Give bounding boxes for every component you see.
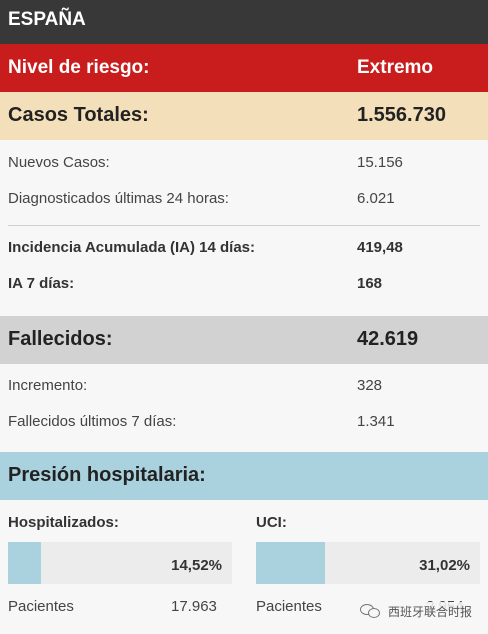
hospitalized-progress-bar: 14,52% [8,542,232,584]
hospitalized-progress-fill [8,542,41,584]
risk-level-value: Extremo [357,57,434,78]
stat-value: 6.021 [357,190,395,207]
icu-progress-fill [256,542,326,584]
stat-value: 168 [357,275,383,292]
stat-label: Incidencia Acumulada (IA) 14 días: [8,239,256,256]
hospitalized-patients-label: Pacientes [8,598,74,615]
deaths-label: Fallecidos: [8,328,113,350]
risk-level-label: Nivel de riesgo: [8,57,150,78]
stat-row-deaths-7-days: Fallecidos últimos 7 días: 1.341 [0,403,488,439]
hospital-pressure-band: Presión hospitalaria: [0,452,488,500]
hospitalized-patients-value: 17.963 [171,598,217,615]
stat-row-increment: Incremento: 328 [0,367,488,403]
stat-label: Fallecidos últimos 7 días: [8,413,177,430]
deaths-value: 42.619 [357,328,419,350]
stat-value: 15.156 [357,154,403,171]
total-cases-label: Casos Totales: [8,104,149,126]
stat-value: 328 [357,377,383,394]
hospitalized-label: Hospitalizados: [8,514,119,531]
stat-row-new-cases: Nuevos Casos: 15.156 [0,144,488,180]
region-header: ESPAÑA [0,0,488,44]
stat-value: 1.341 [357,413,395,430]
total-cases-value: 1.556.730 [357,104,446,126]
wechat-icon [360,602,384,620]
stat-row-ia-7-days: IA 7 días: 168 [0,265,488,301]
watermark-text: 西班牙联合时报 [388,604,473,619]
hospital-pressure-label: Presión hospitalaria: [8,464,206,486]
icu-label: UCI: [256,514,287,531]
stat-row-diagnosed-24h: Diagnosticados últimas 24 horas: 6.021 [0,180,488,216]
risk-level-bar: Nivel de riesgo: Extremo [0,44,488,92]
icu-percent: 31,02% [419,557,470,574]
hospitalized-percent: 14,52% [171,557,222,574]
total-cases-band: Casos Totales: 1.556.730 [0,92,488,140]
stat-row-ia-14-days: Incidencia Acumulada (IA) 14 días: 419,4… [0,229,488,265]
stat-label: IA 7 días: [8,275,75,292]
region-title: ESPAÑA [8,9,86,30]
icu-progress-bar: 31,02% [256,542,480,584]
stat-label: Diagnosticados últimas 24 horas: [8,190,229,207]
stat-value: 419,48 [357,239,403,256]
icu-patients-label: Pacientes [256,598,322,615]
section-divider [8,225,480,226]
stat-label: Nuevos Casos: [8,154,110,171]
watermark: 西班牙联合时报 [360,602,477,620]
deaths-band: Fallecidos: 42.619 [0,316,488,364]
stat-label: Incremento: [8,377,88,394]
